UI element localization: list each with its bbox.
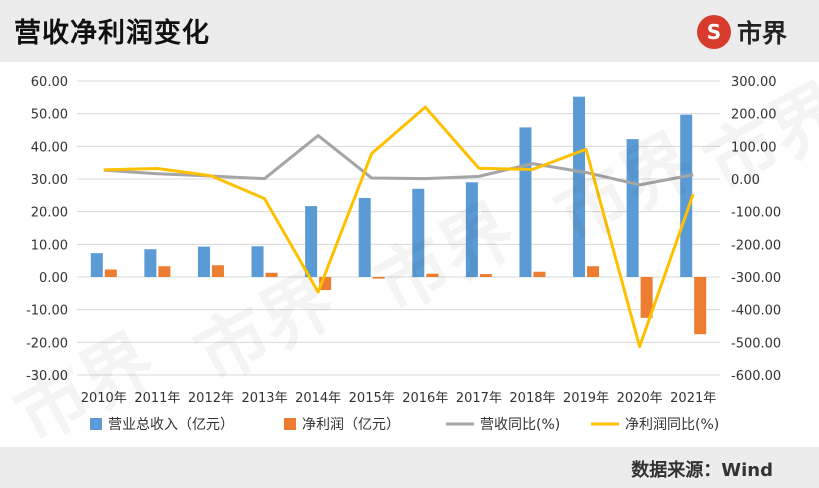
x-tick-label: 2018年 bbox=[509, 391, 555, 406]
profit-bar bbox=[479, 274, 492, 277]
x-tick-label: 2020年 bbox=[617, 391, 663, 406]
chart-area: 60.00 50.00 40.00 30.00 20.00 10.00 0.00 -10.00… bbox=[0, 62, 819, 447]
profit-bar bbox=[211, 265, 224, 277]
x-tick-label: 2019年 bbox=[563, 391, 609, 406]
y-tick-label: 20.00 bbox=[31, 206, 68, 221]
combo-chart: 60.00 50.00 40.00 30.00 20.00 10.00 0.00 -10.00… bbox=[26, 75, 781, 433]
revenue-bar bbox=[197, 246, 210, 277]
profit-bar bbox=[533, 271, 546, 277]
y2-tick-label: 300.00 bbox=[731, 75, 777, 90]
chart-header: 营收净利润变化 S 市界 bbox=[0, 0, 819, 62]
y2-tick-label: -500.00 bbox=[731, 336, 781, 351]
y-tick-label: 10.00 bbox=[31, 238, 68, 253]
legend-swatch bbox=[284, 418, 296, 430]
legend-swatch bbox=[90, 418, 102, 430]
profit-bar bbox=[265, 272, 278, 277]
y2-tick-label: 0.00 bbox=[731, 173, 760, 188]
chart-title: 营收净利润变化 bbox=[14, 18, 210, 49]
y2-tick-label: -200.00 bbox=[731, 238, 781, 253]
revenue-bar bbox=[358, 197, 371, 277]
y-tick-label: 40.00 bbox=[31, 140, 68, 155]
revenue-bar bbox=[412, 188, 425, 277]
brand-name: 市界 bbox=[736, 19, 787, 48]
y2-tick-label: -100.00 bbox=[731, 206, 781, 221]
y-tick-label: 50.00 bbox=[31, 108, 68, 123]
y-tick-label: 60.00 bbox=[31, 75, 68, 90]
x-tick-label: 2013年 bbox=[241, 391, 287, 406]
x-tick-label: 2014年 bbox=[295, 391, 341, 406]
revenue-bar bbox=[465, 182, 478, 277]
y-tick-label: -30.00 bbox=[26, 369, 68, 384]
profit-yoy-line bbox=[103, 105, 695, 349]
profit-bar bbox=[694, 277, 707, 335]
profit-bar bbox=[640, 277, 653, 318]
revenue-bar bbox=[90, 253, 103, 277]
y2-tick-label: -600.00 bbox=[731, 369, 781, 384]
brand-icon: S bbox=[696, 15, 731, 49]
revenue-bar bbox=[305, 206, 318, 277]
y-tick-label: -10.00 bbox=[26, 304, 68, 319]
legend-label: 营业总收入（亿元） bbox=[108, 417, 234, 433]
legend-label: 净利润（亿元） bbox=[302, 417, 400, 433]
revenue-bar bbox=[573, 96, 586, 278]
revenue-bar bbox=[251, 246, 264, 277]
y2-tick-label: -400.00 bbox=[731, 304, 781, 319]
y2-tick-label: 100.00 bbox=[731, 140, 777, 155]
profit-bar bbox=[104, 269, 117, 277]
legend-label: 营收同比(%) bbox=[480, 417, 560, 433]
x-tick-label: 2010年 bbox=[81, 391, 127, 406]
y-tick-label: 0.00 bbox=[39, 271, 68, 286]
x-tick-label: 2011年 bbox=[134, 391, 180, 406]
revenue-bar bbox=[519, 127, 532, 278]
y-tick-label: 30.00 bbox=[31, 173, 68, 188]
chart-footer: 数据来源：Wind bbox=[0, 447, 819, 488]
x-tick-label: 2017年 bbox=[456, 391, 502, 406]
brand-logo: S 市界 bbox=[696, 14, 787, 50]
x-tick-label: 2016年 bbox=[402, 391, 448, 406]
y2-tick-label: -300.00 bbox=[731, 271, 781, 286]
revenue-yoy-line bbox=[103, 134, 694, 187]
profit-bar bbox=[158, 266, 171, 277]
profit-bar bbox=[372, 277, 385, 279]
data-source: 数据来源：Wind bbox=[631, 460, 773, 481]
revenue-bar bbox=[626, 139, 639, 277]
profit-bar bbox=[426, 273, 439, 277]
x-tick-label: 2015年 bbox=[349, 391, 395, 406]
revenue-bar bbox=[680, 114, 693, 277]
y2-tick-label: 200.00 bbox=[731, 108, 777, 123]
profit-bar bbox=[587, 266, 600, 277]
revenue-bar bbox=[144, 249, 157, 277]
x-tick-label: 2012年 bbox=[188, 391, 234, 406]
legend-label: 净利润同比(%) bbox=[625, 417, 719, 433]
y-tick-label: -20.00 bbox=[26, 336, 68, 351]
x-tick-label: 2021年 bbox=[670, 391, 716, 406]
